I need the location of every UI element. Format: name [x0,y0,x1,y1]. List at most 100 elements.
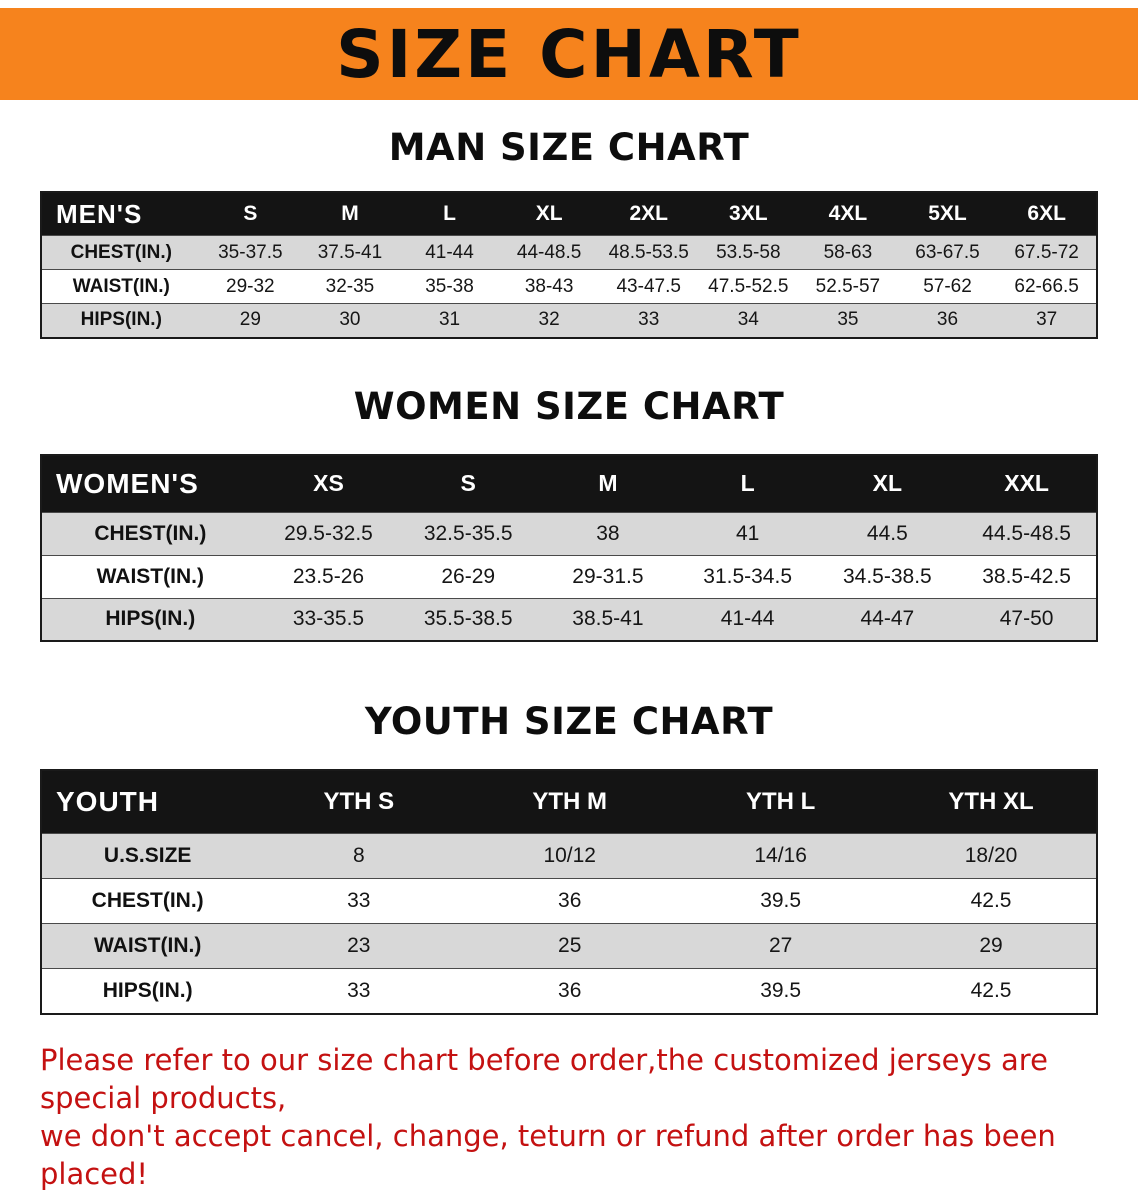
value-cell: 27 [768,934,793,957]
value-cell: 41 [735,521,760,545]
table-title-cell: MEN'S [56,198,143,229]
section-heading-youth: YOUTH SIZE CHART [364,700,774,743]
row-label: WAIST(IN.) [72,275,170,297]
disclaimer-line-1: Please refer to our size chart before or… [40,1042,1048,1115]
table-row: WAIST(IN.) 29-32 32-35 35-38 38-43 43-47.5 47.… [41,269,1097,304]
value-cell: 31 [438,309,461,331]
value-cell: 14/16 [754,844,807,867]
value-cell: 25 [558,934,582,957]
value-cell: 31.5-34.5 [703,564,793,588]
value-cell: 53.5-58 [716,241,781,263]
row-label: HIPS(IN.) [80,309,162,331]
value-cell: 10/12 [543,844,596,867]
row-label: WAIST(IN.) [96,564,204,588]
value-cell: 39.5 [760,889,802,912]
value-cell: 33 [347,978,371,1002]
value-cell: 29 [979,934,1003,957]
size-header-cell: L [443,202,456,225]
size-header-cell: 6XL [1027,202,1066,225]
value-cell: 18/20 [964,844,1018,867]
value-cell: 34 [737,309,759,331]
youth-size-table: YOUTH YTH S YTH M YTH L YTH XL U.S.SIZE 8 10/12… [40,769,1098,1015]
table-title-cell: YOUTH [56,786,159,817]
value-cell: 23.5-26 [292,564,365,588]
table-row: CHEST(IN.) 33 36 39.5 42.5 [41,878,1097,924]
value-cell: 30 [339,309,361,331]
value-cell: 36 [936,309,959,331]
womens-size-table: WOMEN'S XS S M L XL XXL CHEST(IN.) 29.5-32.5 32.5… [40,453,1098,642]
value-cell: 38.5-41 [572,607,644,631]
size-header-cell: XL [535,202,563,225]
value-cell: 63-67.5 [915,241,980,263]
value-cell: 47-50 [999,607,1054,631]
value-cell: 41-44 [425,241,474,263]
header-row: MEN'S S M L XL 2XL 3XL 4XL 5XL 6XL [41,192,1097,236]
value-cell: 33 [638,309,660,331]
table-title-cell: WOMEN'S [56,467,199,499]
row-label: HIPS(IN.) [105,607,196,631]
table-row: WAIST(IN.) 23 25 27 29 [41,923,1097,969]
value-cell: 32.5-35.5 [423,521,513,545]
disclaimer: Please refer to our size chart before or… [40,1041,1108,1194]
value-cell: 57-62 [923,275,972,297]
value-cell: 44-48.5 [516,241,582,263]
size-header-cell: YTH M [532,788,608,815]
size-header-cell: S [243,202,258,225]
value-cell: 35-38 [425,275,474,297]
disclaimer-line-2: we don't accept cancel, change, teturn o… [40,1119,1056,1192]
value-cell: 67.5-72 [1014,241,1079,263]
size-header-cell: M [341,202,359,225]
header-row: YOUTH YTH S YTH M YTH L YTH XL [41,770,1097,834]
value-cell: 38-43 [524,275,574,297]
size-header-cell: L [740,470,755,496]
size-header-cell: XS [313,470,344,496]
value-cell: 36 [558,889,582,912]
table-row: WAIST(IN.) 23.5-26 26-29 29-31.5 31.5-34.5 34… [41,555,1097,598]
value-cell: 29-32 [226,275,275,297]
size-header-cell: 5XL [928,202,967,225]
table-row: CHEST(IN.) 35-37.5 37.5-41 41-44 44-48.5 48.5… [41,235,1097,270]
value-cell: 47.5-52.5 [708,275,789,297]
value-cell: 38.5-42.5 [982,564,1071,588]
value-cell: 26-29 [441,564,496,588]
table-row: CHEST(IN.) 29.5-32.5 32.5-35.5 38 41 44.5 44.5… [41,512,1097,555]
value-cell: 44.5 [866,521,908,545]
row-label: CHEST(IN.) [91,889,204,912]
value-cell: 58-63 [823,241,873,263]
value-cell: 39.5 [760,978,802,1002]
value-cell: 34.5-38.5 [842,564,932,588]
value-cell: 8 [352,844,365,867]
value-cell: 32 [538,309,560,331]
value-cell: 37.5-41 [317,241,383,263]
size-header-cell: XXL [1004,470,1049,496]
section-mens: MAN SIZE CHART MEN'S S M L XL 2XL 3XL 4XL 5XL 6XL C… [0,126,1138,339]
size-header-cell: S [460,470,476,496]
row-label: CHEST(IN.) [70,241,172,263]
row-label: HIPS(IN.) [102,978,193,1002]
value-cell: 35.5-38.5 [423,607,513,631]
value-cell: 36 [558,978,582,1002]
value-cell: 62-66.5 [1014,275,1079,297]
value-cell: 44-47 [860,607,915,631]
size-header-cell: 3XL [729,202,768,225]
table-row: HIPS(IN.) 33-35.5 35.5-38.5 38.5-41 41-44 44-… [41,598,1097,641]
size-header-cell: YTH L [745,788,816,815]
sections-container: MAN SIZE CHART MEN'S S M L XL 2XL 3XL 4XL 5XL 6XL C… [0,126,1138,1015]
section-youth: YOUTH SIZE CHART YOUTH YTH S YTH M YTH L YTH … [0,700,1138,1015]
mens-size-table: MEN'S S M L XL 2XL 3XL 4XL 5XL 6XL CHEST(IN.) 35-37… [40,191,1098,339]
value-cell: 43-47.5 [616,275,681,297]
value-cell: 44.5-48.5 [982,521,1071,545]
value-cell: 42.5 [970,889,1012,912]
size-header-cell: 4XL [828,202,868,225]
value-cell: 38 [596,521,620,545]
value-cell: 29 [239,309,261,331]
value-cell: 42.5 [970,978,1012,1002]
value-cell: 33-35.5 [292,607,365,631]
value-cell: 37 [1036,309,1058,331]
table-row: HIPS(IN.) 33 36 39.5 42.5 [41,968,1097,1014]
size-header-cell: 2XL [629,202,668,225]
size-header-cell: YTH S [323,788,395,815]
size-header-cell: M [598,470,618,496]
value-cell: 48.5-53.5 [608,241,689,263]
value-cell: 32-35 [325,275,375,297]
